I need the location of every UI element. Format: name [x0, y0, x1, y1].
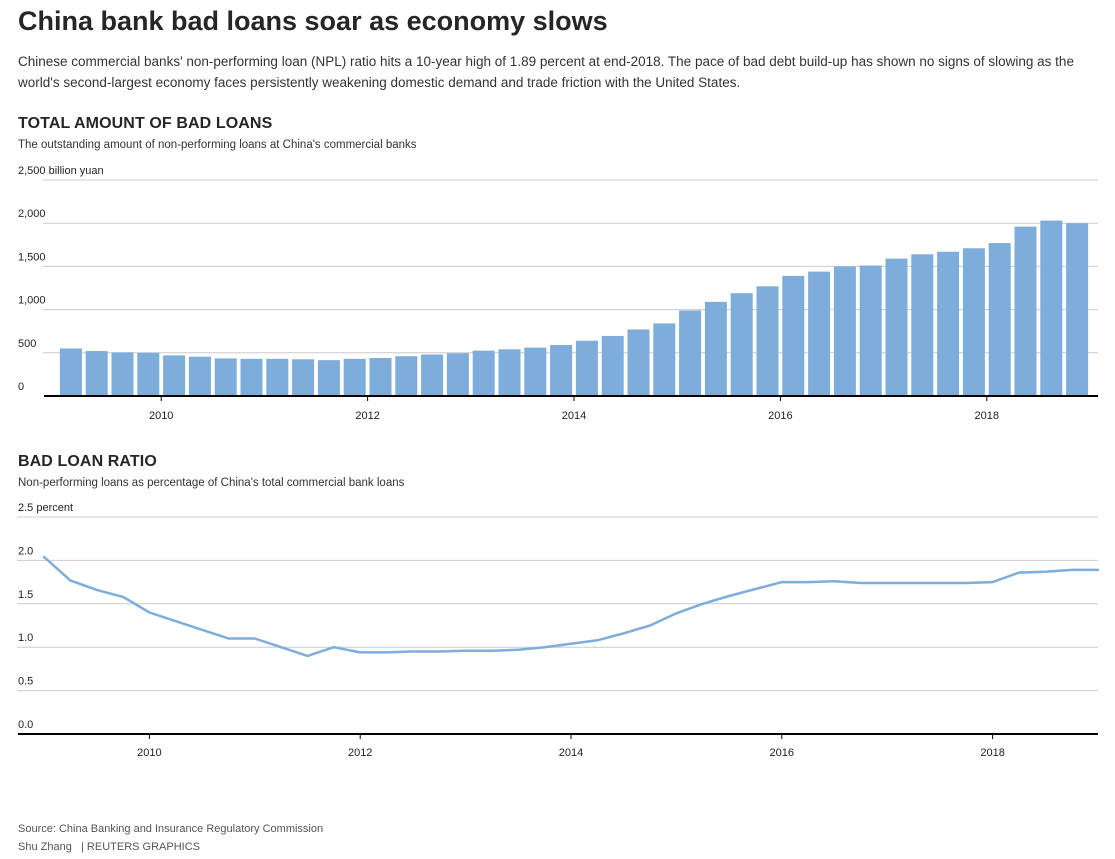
data-bar	[137, 352, 160, 396]
data-bar	[240, 358, 263, 396]
data-bar	[627, 329, 650, 396]
line-chart: 0.0 0.5 1.0 1.5 2.0 2.5 percent 2010 2012 2014 20…	[17, 502, 1100, 759]
data-bar	[782, 275, 805, 396]
data-bar	[317, 360, 340, 396]
data-bar	[1040, 220, 1063, 396]
y-tick-label: 2.0	[18, 545, 33, 557]
y-tick-label: 1,500	[18, 251, 46, 263]
bar-chart-title: TOTAL AMOUNT OF BAD LOANS	[18, 115, 273, 132]
line-chart-subtitle: Non-performing loans as percentage of Ch…	[18, 477, 405, 489]
data-bar	[369, 357, 392, 396]
data-bar	[756, 286, 779, 396]
data-bar	[472, 350, 495, 396]
y-tick-label: 2,000	[18, 208, 46, 220]
data-bar	[730, 293, 753, 396]
line-chart-title: BAD LOAN RATIO	[18, 453, 157, 470]
dek-paragraph: Chinese commercial banks' non-performing…	[18, 54, 1074, 90]
x-tick-label: 2018	[980, 747, 1004, 759]
data-bar	[85, 351, 108, 396]
y-tick-label: 1.5	[18, 589, 33, 601]
y-tick-label: 2.5 percent	[18, 502, 73, 514]
ratio-series-line	[42, 555, 1100, 658]
bar-chart-subtitle: The outstanding amount of non-performing…	[18, 139, 417, 151]
x-tick-label: 2012	[348, 747, 372, 759]
data-bar	[550, 345, 573, 396]
data-bar	[653, 323, 676, 396]
x-tick-label: 2010	[149, 410, 173, 422]
data-bar	[937, 251, 960, 396]
author-name: Shu Zhang	[18, 841, 72, 853]
data-bar	[885, 258, 908, 396]
data-bar	[808, 271, 831, 396]
y-tick-label: 1.0	[18, 632, 33, 644]
data-bar	[395, 356, 418, 396]
data-bar	[988, 243, 1011, 396]
data-bar	[59, 348, 82, 396]
x-tick-label: 2018	[975, 410, 999, 422]
data-bar	[601, 335, 624, 396]
x-tick-label: 2016	[768, 410, 792, 422]
x-tick-label: 2016	[770, 747, 794, 759]
data-bar	[911, 254, 934, 396]
data-bar	[421, 354, 444, 396]
y-tick-label: 2,500 billion yuan	[18, 165, 104, 177]
data-bar	[111, 352, 134, 396]
data-bar	[524, 347, 547, 396]
y-tick-label: 500	[18, 338, 36, 350]
y-tick-label: 0.0	[18, 719, 33, 731]
data-bar	[962, 248, 985, 396]
data-bar	[214, 358, 237, 396]
byline: Shu Zhang | REUTERS GRAPHICS	[18, 841, 200, 853]
y-tick-label: 0.5	[18, 676, 33, 688]
y-tick-label: 1,000	[18, 295, 46, 307]
y-tick-label: 0	[18, 381, 24, 393]
data-bar	[704, 301, 727, 396]
data-bar	[343, 358, 366, 396]
data-bar	[163, 355, 186, 396]
x-tick-label: 2014	[562, 410, 586, 422]
data-bar	[679, 310, 702, 396]
data-bar	[446, 353, 469, 396]
data-bar	[833, 266, 856, 396]
data-bar	[1066, 223, 1089, 396]
x-tick-label: 2014	[559, 747, 583, 759]
x-tick-label: 2010	[137, 747, 161, 759]
data-bar	[188, 356, 211, 396]
data-bar	[266, 358, 289, 396]
headline: China bank bad loans soar as economy slo…	[18, 6, 608, 36]
x-tick-label: 2012	[355, 410, 379, 422]
bar-chart: 0 500 1,000 1,500 2,000 2,500 billion yuan 201…	[18, 165, 1098, 422]
data-bar	[1014, 226, 1037, 396]
source-note: Source: China Banking and Insurance Regu…	[18, 823, 324, 835]
credit-label: | REUTERS GRAPHICS	[81, 841, 200, 853]
data-bar	[575, 340, 598, 396]
data-bar	[859, 265, 882, 396]
data-bar	[498, 349, 521, 396]
data-bar	[292, 359, 315, 396]
